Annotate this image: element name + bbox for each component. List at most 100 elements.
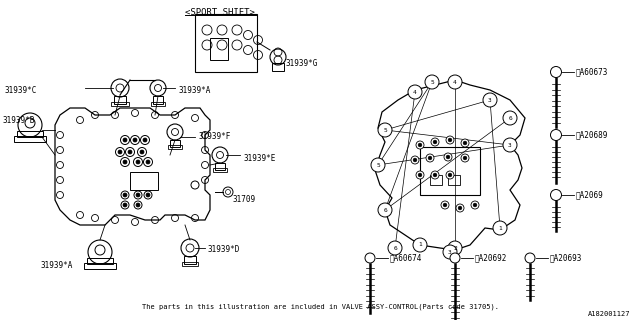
Bar bbox=[168, 145, 182, 149]
Bar bbox=[213, 168, 227, 172]
Text: 31939*D: 31939*D bbox=[207, 245, 239, 254]
Circle shape bbox=[441, 201, 449, 209]
Circle shape bbox=[550, 189, 561, 201]
Text: 31939*C: 31939*C bbox=[4, 85, 36, 94]
Circle shape bbox=[413, 238, 427, 252]
Circle shape bbox=[388, 241, 402, 255]
Circle shape bbox=[125, 148, 134, 156]
Circle shape bbox=[550, 130, 561, 140]
Text: <SPORT SHIFT>: <SPORT SHIFT> bbox=[185, 7, 255, 17]
Circle shape bbox=[146, 160, 150, 164]
Bar bbox=[272, 63, 284, 71]
Circle shape bbox=[448, 75, 462, 89]
Bar bbox=[17, 131, 43, 137]
Circle shape bbox=[448, 138, 452, 142]
Circle shape bbox=[418, 173, 422, 177]
Text: ①A60673: ①A60673 bbox=[576, 68, 609, 76]
Text: 5: 5 bbox=[376, 163, 380, 167]
Circle shape bbox=[408, 85, 422, 99]
Circle shape bbox=[443, 245, 457, 259]
Bar bbox=[182, 262, 198, 266]
Circle shape bbox=[458, 206, 462, 210]
Circle shape bbox=[123, 138, 127, 142]
Text: The parts in this illustration are included in VALVE ASSY-CONTROL(Parts code 317: The parts in this illustration are inclu… bbox=[141, 303, 499, 310]
Circle shape bbox=[525, 253, 535, 263]
Text: 31939*A: 31939*A bbox=[40, 260, 72, 269]
Circle shape bbox=[448, 241, 462, 255]
Circle shape bbox=[136, 193, 140, 197]
Bar bbox=[215, 163, 225, 170]
Circle shape bbox=[433, 173, 437, 177]
Circle shape bbox=[483, 93, 497, 107]
Text: 3: 3 bbox=[488, 98, 492, 102]
Text: 5: 5 bbox=[383, 127, 387, 132]
Bar bbox=[210, 38, 228, 60]
Text: ②A20689: ②A20689 bbox=[576, 131, 609, 140]
Circle shape bbox=[493, 221, 507, 235]
Circle shape bbox=[136, 203, 140, 207]
Circle shape bbox=[425, 75, 439, 89]
Text: 3: 3 bbox=[508, 142, 512, 148]
Bar bbox=[420, 147, 480, 195]
Circle shape bbox=[431, 171, 439, 179]
Circle shape bbox=[143, 138, 147, 142]
Bar bbox=[111, 102, 129, 106]
Text: 1: 1 bbox=[418, 243, 422, 247]
Circle shape bbox=[411, 156, 419, 164]
Circle shape bbox=[143, 157, 152, 166]
Text: 3: 3 bbox=[448, 250, 452, 254]
Bar bbox=[130, 172, 158, 190]
Bar bbox=[170, 140, 180, 147]
Circle shape bbox=[416, 171, 424, 179]
Circle shape bbox=[461, 154, 469, 162]
Circle shape bbox=[463, 141, 467, 145]
Circle shape bbox=[413, 158, 417, 162]
Circle shape bbox=[463, 156, 467, 160]
Circle shape bbox=[123, 193, 127, 197]
Circle shape bbox=[426, 154, 434, 162]
Circle shape bbox=[371, 158, 385, 172]
Circle shape bbox=[456, 204, 464, 212]
Bar bbox=[87, 258, 113, 264]
Circle shape bbox=[444, 153, 452, 161]
Circle shape bbox=[433, 140, 437, 144]
Circle shape bbox=[134, 201, 142, 209]
Circle shape bbox=[446, 155, 450, 159]
Text: ⑥A20693: ⑥A20693 bbox=[550, 253, 582, 262]
Circle shape bbox=[140, 150, 144, 154]
Text: 4: 4 bbox=[453, 79, 457, 84]
Text: 31939*A: 31939*A bbox=[178, 85, 211, 94]
Circle shape bbox=[118, 150, 122, 154]
Circle shape bbox=[446, 136, 454, 144]
Circle shape bbox=[146, 193, 150, 197]
Circle shape bbox=[115, 148, 125, 156]
Text: 6: 6 bbox=[383, 207, 387, 212]
Text: 31939*F: 31939*F bbox=[198, 132, 230, 140]
Bar bbox=[151, 102, 165, 106]
Text: 31939*E: 31939*E bbox=[243, 154, 275, 163]
Circle shape bbox=[418, 143, 422, 147]
Circle shape bbox=[123, 203, 127, 207]
Circle shape bbox=[138, 148, 147, 156]
Bar bbox=[195, 14, 257, 72]
Circle shape bbox=[431, 138, 439, 146]
Text: ④A60674: ④A60674 bbox=[390, 253, 422, 262]
Circle shape bbox=[133, 138, 137, 142]
Circle shape bbox=[461, 139, 469, 147]
Bar bbox=[430, 175, 442, 185]
Circle shape bbox=[136, 160, 140, 164]
Bar bbox=[448, 175, 460, 185]
Text: 5: 5 bbox=[430, 79, 434, 84]
Circle shape bbox=[121, 191, 129, 199]
Text: 31709: 31709 bbox=[232, 196, 255, 204]
Bar bbox=[153, 96, 163, 104]
Circle shape bbox=[365, 253, 375, 263]
Circle shape bbox=[128, 150, 132, 154]
Text: 6: 6 bbox=[508, 116, 512, 121]
Circle shape bbox=[503, 138, 517, 152]
Text: 31939*B: 31939*B bbox=[2, 116, 35, 124]
Circle shape bbox=[450, 253, 460, 263]
Circle shape bbox=[448, 173, 452, 177]
Circle shape bbox=[123, 160, 127, 164]
Text: ⑤A20692: ⑤A20692 bbox=[475, 253, 508, 262]
